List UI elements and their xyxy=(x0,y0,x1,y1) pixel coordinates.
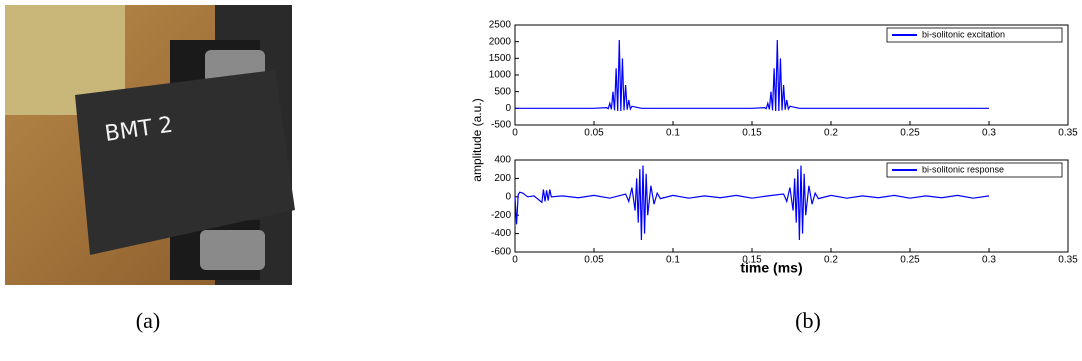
x-tick-label: 0.3 xyxy=(982,255,996,266)
legend-box xyxy=(886,162,1063,178)
y-tick-label: 400 xyxy=(494,155,511,166)
y-tick-label: 0 xyxy=(505,191,511,202)
y-tick-label: 1500 xyxy=(489,53,512,64)
legend: bi-solitonic excitation xyxy=(886,27,1063,43)
x-tick-label: 0.05 xyxy=(584,128,604,139)
sample-block xyxy=(75,70,295,255)
y-tick-label: -200 xyxy=(491,210,511,221)
x-tick-label: 0.1 xyxy=(666,255,680,266)
x-tick-label: 0.15 xyxy=(742,128,762,139)
y-tick-label: 500 xyxy=(494,86,511,97)
signal-line xyxy=(515,39,989,112)
legend-box xyxy=(886,27,1063,43)
x-tick-label: 0.35 xyxy=(1058,128,1078,139)
y-tick-label: -600 xyxy=(491,247,511,258)
photo: BMT 2 xyxy=(5,5,295,285)
x-tick-label: 0.15 xyxy=(742,255,762,266)
x-tick-label: 0.2 xyxy=(824,128,838,139)
x-tick-label: 0.1 xyxy=(666,128,680,139)
x-tick-label: 0.3 xyxy=(982,128,996,139)
x-tick-label: 0.2 xyxy=(824,255,838,266)
y-tick-label: 2000 xyxy=(489,36,512,47)
y-tick-label: 2500 xyxy=(489,20,512,31)
y-tick-label: -500 xyxy=(491,120,511,131)
transducer-bottom xyxy=(200,230,265,270)
x-tick-label: 0 xyxy=(512,128,518,139)
y-tick-label: 1000 xyxy=(489,70,512,81)
legend-label: bi-solitonic response xyxy=(922,164,1004,174)
x-tick-label: 0.25 xyxy=(900,255,920,266)
y-axis-label: amplitude (a.u.) xyxy=(470,98,484,181)
y-tick-label: -400 xyxy=(491,228,511,239)
x-tick-label: 0.35 xyxy=(1058,255,1078,266)
x-tick-label: 0.25 xyxy=(900,128,920,139)
signal-line xyxy=(514,165,990,241)
x-tick-label: 0 xyxy=(512,255,518,266)
caption: (b) xyxy=(795,308,821,333)
y-tick-label: 200 xyxy=(494,173,511,184)
legend-label: bi-solitonic excitation xyxy=(922,29,1005,39)
x-axis-label: time (ms) xyxy=(740,260,802,276)
y-tick-label: 0 xyxy=(505,103,511,114)
x-tick-label: 0.05 xyxy=(584,255,604,266)
legend: bi-solitonic response xyxy=(886,162,1063,178)
caption: (a) xyxy=(136,308,160,333)
